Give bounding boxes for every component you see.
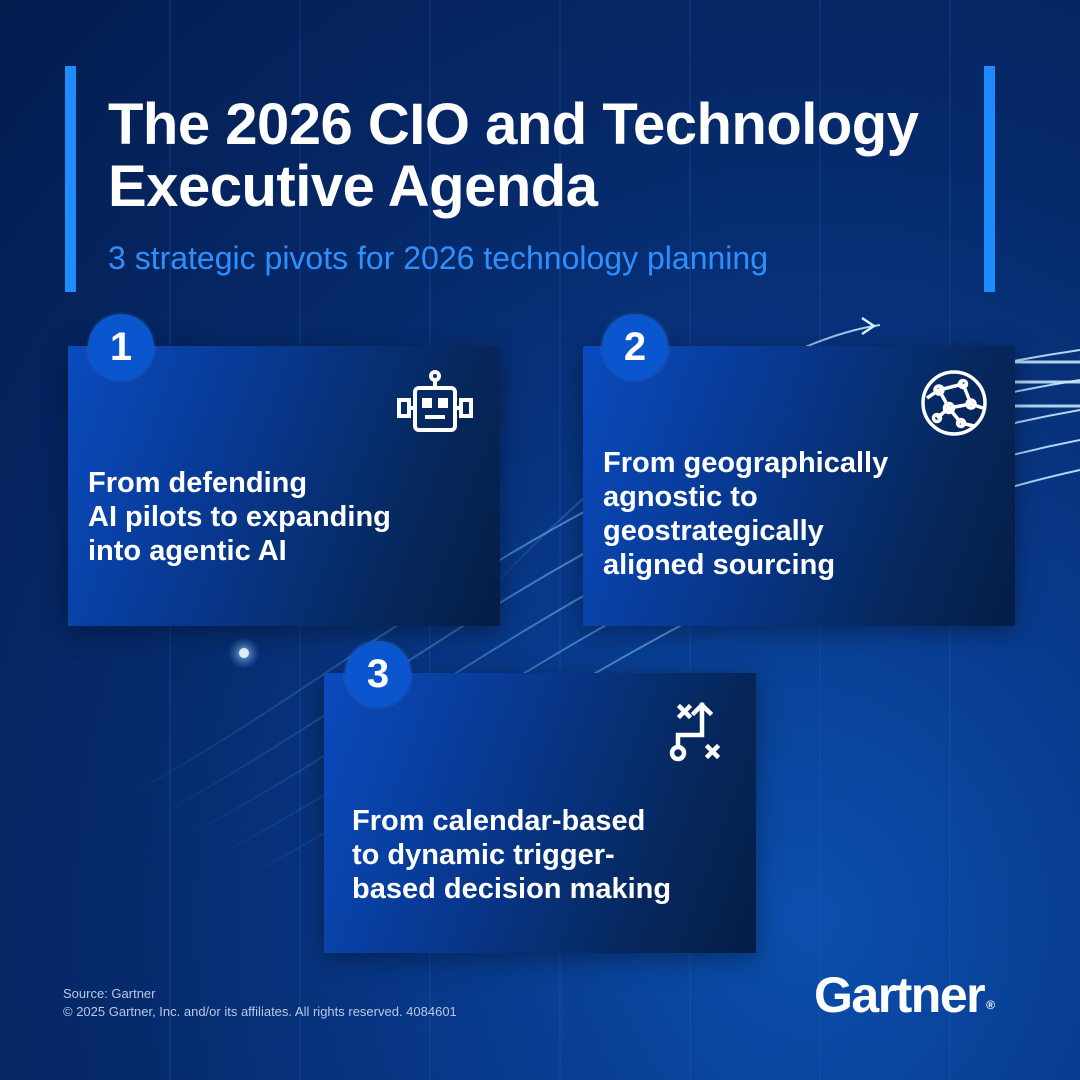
title-line-1: The 2026 CIO and Technology <box>108 92 919 157</box>
page-subtitle: 3 strategic pivots for 2026 technology p… <box>108 240 768 276</box>
text-line: to dynamic trigger- <box>352 839 615 871</box>
text-line: From defending <box>88 467 308 499</box>
text-line: geostrategically <box>603 515 824 547</box>
text-line: From geographically <box>603 447 889 479</box>
text-line: aligned sourcing <box>603 549 836 581</box>
title-block: The 2026 CIO and Technology Executive Ag… <box>108 94 968 278</box>
text-line: based decision making <box>352 873 672 905</box>
globe-network-icon <box>919 368 989 443</box>
logo-text: Gartner <box>814 967 986 1023</box>
registered-mark: ® <box>986 998 995 1012</box>
strategy-play-icon <box>664 695 730 770</box>
pivot-card-3: From calendar-based to dynamic trigger- … <box>324 673 756 953</box>
pivot-card-2: From geographically agnostic to geostrat… <box>583 346 1015 626</box>
title-accent-bar-left <box>65 66 76 292</box>
pivot-number-badge-2: 2 <box>602 314 668 380</box>
text-line: AI pilots to expanding <box>88 501 391 533</box>
pivot-card-1-text: From defending AI pilots to expanding in… <box>88 466 478 568</box>
pivot-number-badge-1: 1 <box>88 314 154 380</box>
text-line: into agentic AI <box>88 535 287 567</box>
text-line: agnostic to <box>603 481 758 513</box>
title-line-2: Executive Agenda <box>108 154 598 219</box>
footer-source: Source: Gartner © 2025 Gartner, Inc. and… <box>63 985 457 1021</box>
page-title: The 2026 CIO and Technology Executive Ag… <box>108 94 968 218</box>
title-accent-bar-right <box>984 66 995 292</box>
text-line: From calendar-based <box>352 805 646 837</box>
robot-icon <box>393 368 477 443</box>
pivot-number-badge-3: 3 <box>345 641 411 707</box>
copyright-text: © 2025 Gartner, Inc. and/or its affiliat… <box>63 1004 457 1019</box>
pivot-card-2-text: From geographically agnostic to geostrat… <box>603 446 993 582</box>
gartner-logo: Gartner ® <box>814 966 995 1024</box>
source-text: Source: Gartner <box>63 986 156 1001</box>
pivot-card-1: From defending AI pilots to expanding in… <box>68 346 500 626</box>
pivot-card-3-text: From calendar-based to dynamic trigger- … <box>352 804 742 906</box>
